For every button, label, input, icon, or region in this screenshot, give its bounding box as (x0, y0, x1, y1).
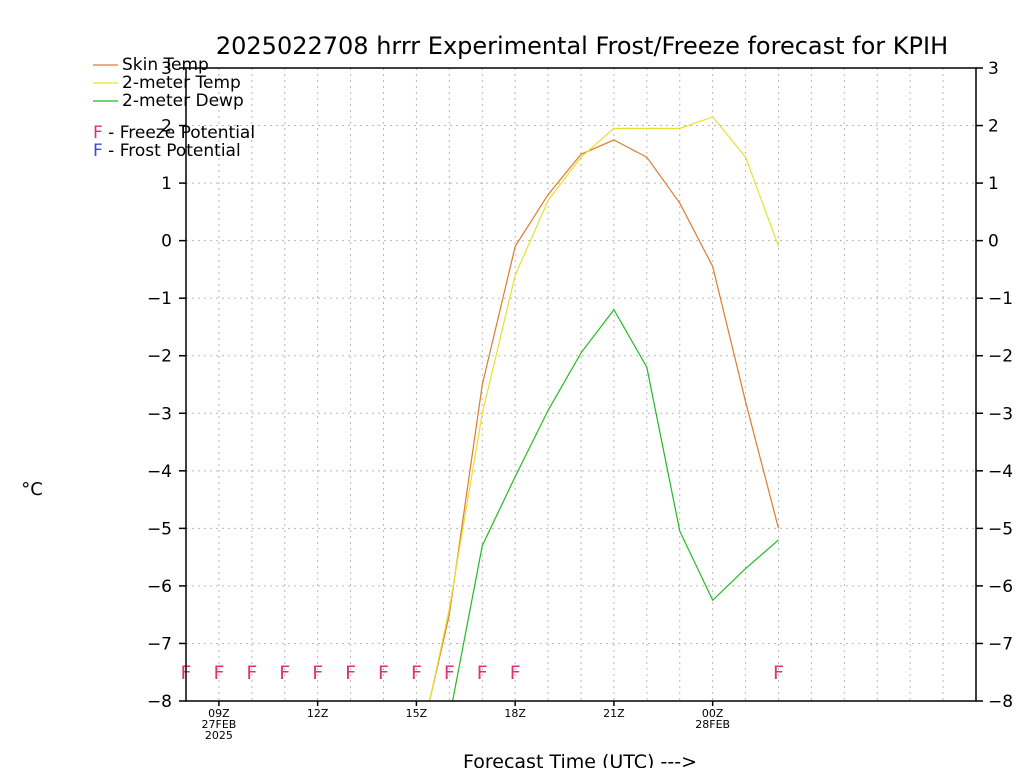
freeze-marker: F (246, 662, 257, 684)
series-line-2-meter-temp (429, 116, 780, 701)
freeze-marker: F (510, 662, 521, 684)
y-tick-label-left: 3 (161, 59, 172, 79)
x-axis-label: Forecast Time (UTC) ---> (463, 751, 697, 768)
legend-label: 2-meter Dewp (122, 91, 244, 111)
x-tick-label: 15Z (406, 707, 428, 720)
freeze-marker: F (378, 662, 389, 684)
y-tick-label-right: −3 (988, 404, 1013, 424)
y-tick-label-left: 0 (161, 232, 172, 252)
freeze-marker: F (312, 662, 323, 684)
y-tick-label-left: −1 (147, 289, 172, 309)
y-tick-label-left: 1 (161, 174, 172, 194)
axes: −8 −8 −7 −7 −6 −6 −5 −5 −4 −4 −3 −3 −2 −2 −1 −1 0 0 1 1 2 2 3 3… (147, 59, 1013, 742)
legend-label: 2-meter Temp (122, 73, 241, 93)
y-tick-label-left: −4 (147, 462, 172, 482)
x-tick-label: 28FEB (695, 718, 730, 731)
legend-frost-potential: F - Frost Potential (93, 141, 241, 161)
y-tick-label-right: 2 (988, 117, 999, 137)
grid (186, 68, 976, 701)
x-tick-label: 27FEB (202, 718, 237, 731)
x-tick-label: 00Z (702, 707, 724, 720)
freeze-marker: F (213, 662, 224, 684)
y-tick-label-left: −3 (147, 404, 172, 424)
series-line-skin-temp (429, 139, 780, 701)
freeze-marker: F (477, 662, 488, 684)
y-tick-label-left: 2 (161, 117, 172, 137)
freeze-marker: F (279, 662, 290, 684)
y-tick-label-right: −5 (988, 519, 1013, 539)
y-tick-label-left: −8 (147, 692, 172, 712)
x-tick-label: 21Z (603, 707, 625, 720)
plot-frame (185, 67, 977, 702)
x-tick-label: 18Z (504, 707, 526, 720)
y-tick-label-right: −8 (988, 692, 1013, 712)
freeze-marker: F (773, 662, 784, 684)
x-tick-label: 2025 (205, 729, 233, 742)
series-line-2-meter-dewp (452, 308, 779, 701)
y-tick-label-left: −2 (147, 347, 172, 367)
y-tick-label-right: 0 (988, 232, 999, 252)
y-tick-label-right: −7 (988, 634, 1013, 654)
freeze-marker: F (345, 662, 356, 684)
x-tick-label: 12Z (307, 707, 329, 720)
legend-freeze-potential: F - Freeze Potential (93, 123, 255, 143)
chart-title: 2025022708 hrrr Experimental Frost/Freez… (216, 32, 948, 60)
y-tick-label-left: −5 (147, 519, 172, 539)
y-axis-label: °C (21, 479, 43, 500)
y-tick-label-right: −2 (988, 347, 1013, 367)
freeze-marker: F (444, 662, 455, 684)
y-tick-label-right: 3 (988, 59, 999, 79)
y-tick-label-left: −7 (147, 634, 172, 654)
freeze-marker: F (411, 662, 422, 684)
y-tick-label-left: −6 (147, 577, 172, 597)
y-tick-label-right: −1 (988, 289, 1013, 309)
series-lines (429, 116, 780, 701)
y-tick-label-right: −4 (988, 462, 1013, 482)
y-tick-label-right: −6 (988, 577, 1013, 597)
x-tick-label: 09Z (208, 707, 230, 720)
y-tick-label-right: 1 (988, 174, 999, 194)
legend-label: Skin Temp (122, 55, 209, 75)
